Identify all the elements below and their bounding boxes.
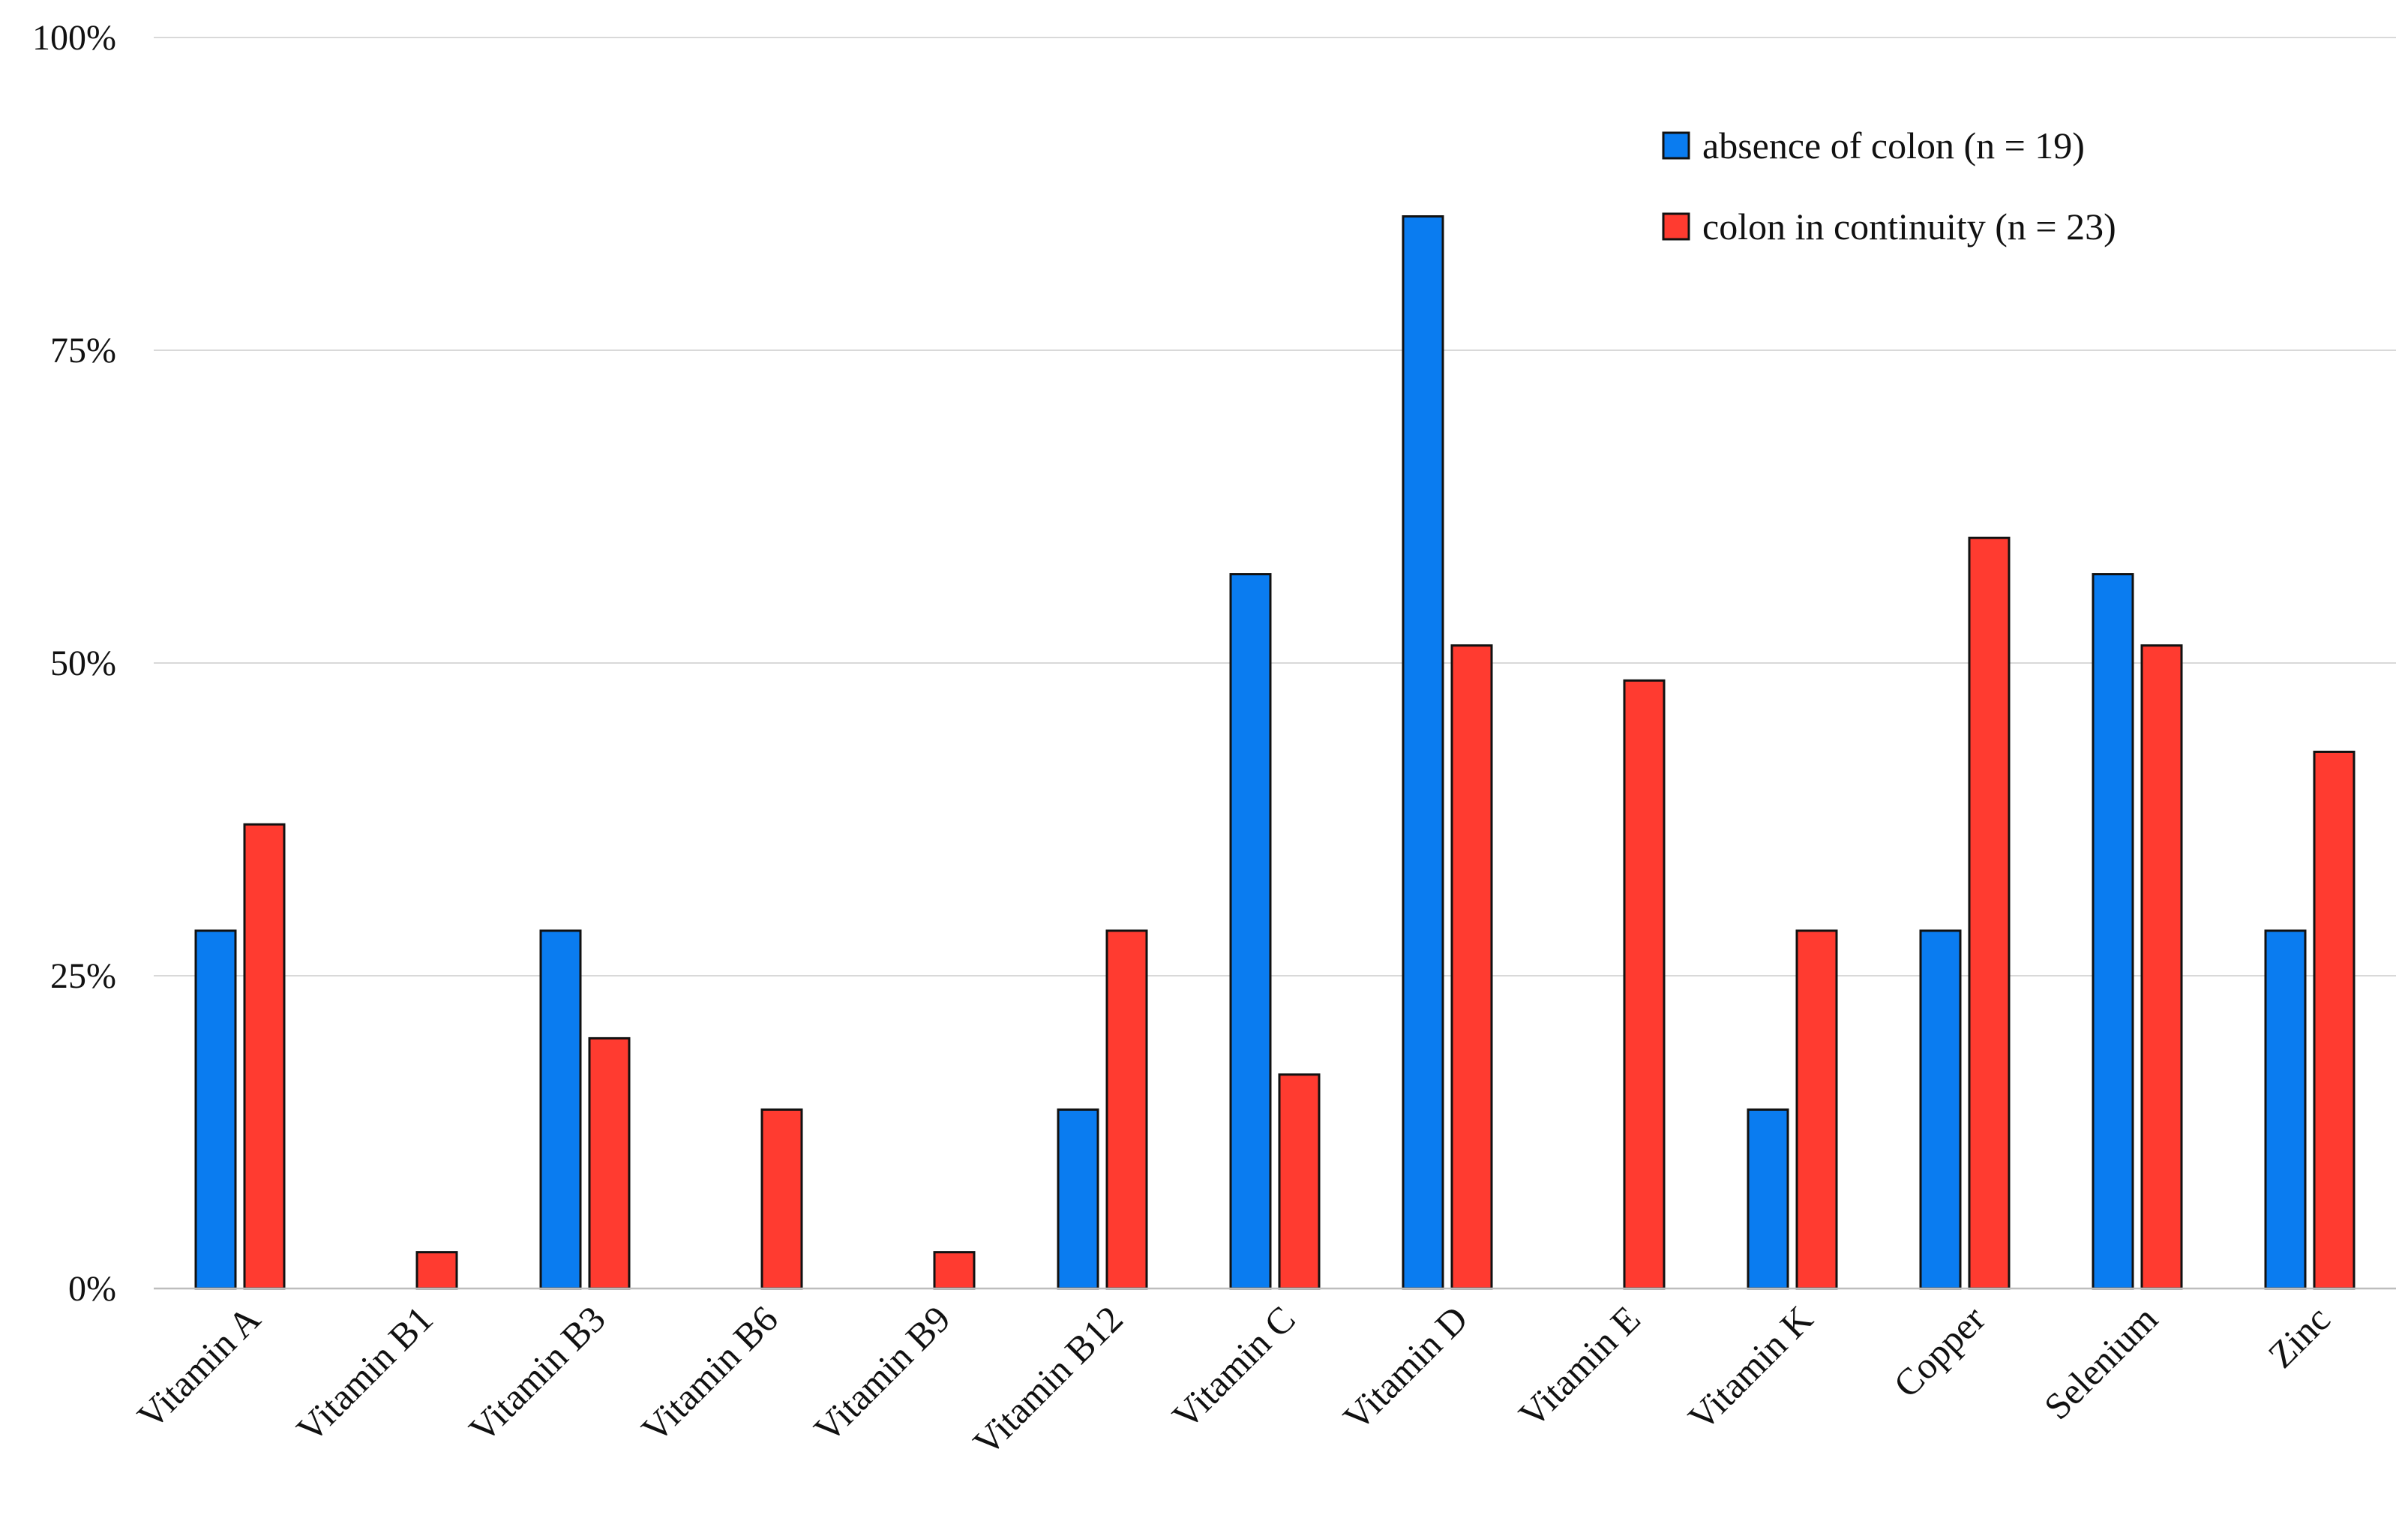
bar-copper-colon-in-continuity bbox=[1968, 536, 2011, 1290]
bar-vitamin-b6-colon-in-continuity bbox=[760, 1108, 803, 1290]
bar-vitamin-a-colon-in-continuity bbox=[243, 823, 286, 1290]
legend: absence of colon (n = 19) colon in conti… bbox=[1662, 124, 2116, 248]
y-tick-label: 100% bbox=[32, 18, 116, 58]
x-tick-label-vitamin-a: Vitamin A bbox=[129, 1298, 268, 1437]
x-tick-label-selenium: Selenium bbox=[2036, 1298, 2166, 1427]
x-tick-label-vitamin-b1: Vitamin B1 bbox=[288, 1298, 440, 1450]
x-tick-label-vitamin-d: Vitamin D bbox=[1335, 1298, 1476, 1438]
y-tick-label: 0% bbox=[68, 1269, 116, 1309]
y-tick-label: 25% bbox=[50, 956, 116, 996]
bars bbox=[194, 215, 2356, 1290]
bar-vitamin-b3-absence-of-colon bbox=[539, 929, 582, 1290]
gridlines bbox=[154, 37, 2396, 976]
bar-selenium-absence-of-colon bbox=[2092, 573, 2134, 1290]
bar-vitamin-b9-colon-in-continuity bbox=[933, 1251, 976, 1290]
bar-zinc-absence-of-colon bbox=[2264, 929, 2307, 1290]
x-tick-label-vitamin-k: Vitamin K bbox=[1680, 1298, 1821, 1438]
bar-vitamin-c-colon-in-continuity bbox=[1278, 1073, 1321, 1290]
bar-vitamin-c-absence-of-colon bbox=[1229, 573, 1272, 1290]
bar-vitamin-d-colon-in-continuity bbox=[1450, 644, 1493, 1290]
legend-label-colon-in-continuity: colon in continuity (n = 23) bbox=[1702, 206, 2116, 248]
x-tick-label-copper: Copper bbox=[1885, 1298, 1993, 1406]
bar-vitamin-b12-absence-of-colon bbox=[1057, 1108, 1099, 1290]
bar-vitamin-e-colon-in-continuity bbox=[1623, 679, 1666, 1290]
legend-swatch-absence-of-colon bbox=[1662, 131, 1690, 160]
y-axis-ticks: 0% 25% 50% 75% 100% bbox=[32, 18, 116, 1309]
x-tick-label-vitamin-b3: Vitamin B3 bbox=[460, 1298, 613, 1450]
bar-copper-absence-of-colon bbox=[1919, 929, 1962, 1290]
x-tick-label-vitamin-c: Vitamin C bbox=[1164, 1298, 1303, 1437]
bar-vitamin-k-colon-in-continuity bbox=[1795, 929, 1838, 1290]
bar-vitamin-k-absence-of-colon bbox=[1747, 1108, 1789, 1290]
x-tick-label-vitamin-e: Vitamin E bbox=[1510, 1298, 1648, 1436]
x-axis-labels: Vitamin A Vitamin B1 Vitamin B3 Vitamin B6 V… bbox=[129, 1298, 2338, 1463]
bar-vitamin-b1-colon-in-continuity bbox=[415, 1251, 458, 1290]
bar-vitamin-b3-colon-in-continuity bbox=[588, 1036, 631, 1290]
x-tick-label-zinc: Zinc bbox=[2260, 1298, 2338, 1376]
x-tick-label-vitamin-b6: Vitamin B6 bbox=[633, 1298, 785, 1450]
legend-swatch-colon-in-continuity bbox=[1662, 212, 1690, 241]
y-tick-label: 75% bbox=[50, 331, 116, 370]
x-tick-label-vitamin-b9: Vitamin B9 bbox=[805, 1298, 958, 1450]
legend-label-absence-of-colon: absence of colon (n = 19) bbox=[1702, 124, 2085, 166]
bar-vitamin-a-absence-of-colon bbox=[194, 929, 237, 1290]
bar-selenium-colon-in-continuity bbox=[2140, 644, 2183, 1290]
bar-vitamin-b12-colon-in-continuity bbox=[1105, 929, 1148, 1290]
y-tick-label: 50% bbox=[50, 644, 116, 683]
x-tick-label-vitamin-b12: Vitamin B12 bbox=[965, 1298, 1131, 1463]
bar-vitamin-d-absence-of-colon bbox=[1402, 215, 1444, 1290]
bar-zinc-colon-in-continuity bbox=[2313, 750, 2356, 1290]
